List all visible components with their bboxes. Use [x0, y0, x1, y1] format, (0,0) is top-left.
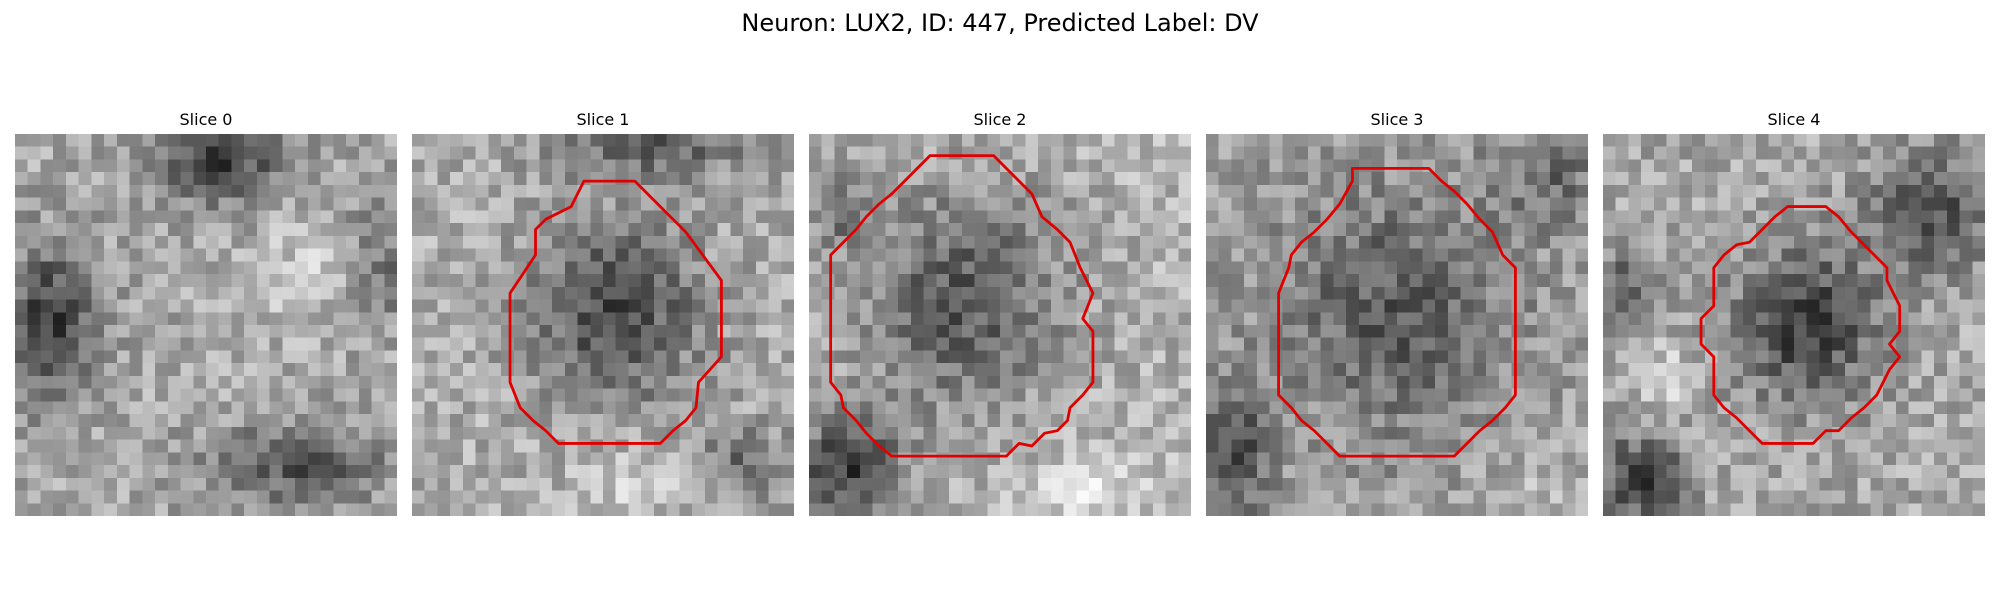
cell-contour-1	[508, 179, 723, 445]
cell-contour-4	[1699, 205, 1902, 445]
slice-image-3	[1206, 134, 1588, 516]
slice-title-3: Slice 3	[1370, 110, 1424, 129]
slice-image-4	[1603, 134, 1985, 516]
slice-title-4: Slice 4	[1767, 110, 1821, 129]
slice-image-2	[809, 134, 1191, 516]
cell-contour-2	[829, 154, 1095, 458]
cell-contour-3	[1277, 166, 1517, 458]
slice-image-0	[15, 134, 397, 516]
slice-title-2: Slice 2	[973, 110, 1027, 129]
slice-image-1	[412, 134, 794, 516]
slice-title-1: Slice 1	[576, 110, 630, 129]
slice-title-0: Slice 0	[179, 110, 233, 129]
figure-title: Neuron: LUX2, ID: 447, Predicted Label: …	[741, 9, 1259, 37]
